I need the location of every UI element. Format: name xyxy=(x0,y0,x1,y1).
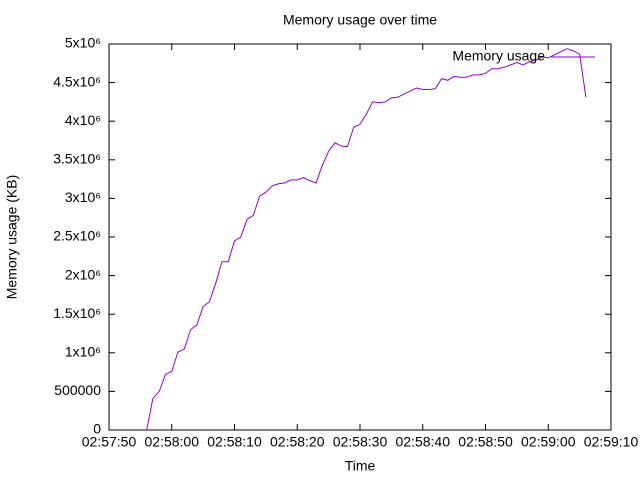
x-tick-label: 02:58:00 xyxy=(145,434,200,450)
x-tick-label: 02:58:30 xyxy=(333,434,388,450)
y-tick-label: 1.5x10⁶ xyxy=(53,305,101,321)
x-tick-label: 02:58:20 xyxy=(270,434,325,450)
y-tick-label: 3.5x10⁶ xyxy=(53,151,101,167)
y-tick-label: 3x10⁶ xyxy=(65,189,101,205)
chart-title: Memory usage over time xyxy=(283,12,437,28)
y-tick-label: 0 xyxy=(93,421,101,437)
data-line xyxy=(146,48,587,431)
y-tick-label: 2x10⁶ xyxy=(65,266,101,282)
x-tick-label: 02:57:50 xyxy=(82,434,137,450)
y-tick-label: 1x10⁶ xyxy=(65,344,101,360)
y-tick-label: 5x10⁶ xyxy=(65,35,101,51)
x-tick-label: 02:58:50 xyxy=(458,434,513,450)
x-axis-label: Time xyxy=(345,458,376,474)
legend-label: Memory usage xyxy=(452,48,545,64)
y-tick-label: 2.5x10⁶ xyxy=(53,228,101,244)
x-tick-label: 02:59:10 xyxy=(584,434,639,450)
y-tick-label: 4x10⁶ xyxy=(65,112,101,128)
y-axis-label: Memory usage (KB) xyxy=(4,175,20,299)
x-tick-label: 02:58:40 xyxy=(396,434,451,450)
x-tick-label: 02:59:00 xyxy=(521,434,576,450)
x-tick-label: 02:58:10 xyxy=(207,434,262,450)
y-tick-label: 4.5x10⁶ xyxy=(53,73,101,89)
y-tick-label: 500000 xyxy=(54,382,101,398)
